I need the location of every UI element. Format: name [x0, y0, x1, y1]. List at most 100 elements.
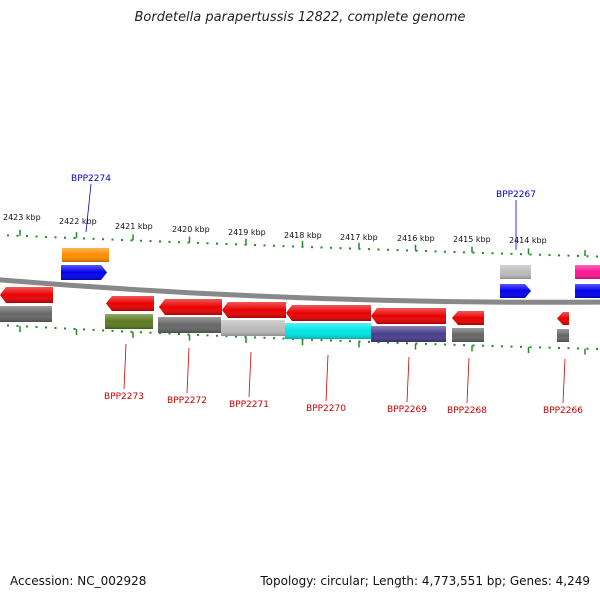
tick-dot [235, 243, 237, 246]
gene-feature-shade [62, 248, 109, 262]
gene-label[interactable]: BPP2271 [229, 400, 269, 410]
tick-dot [339, 339, 342, 342]
scale-label: 2415 kbp [453, 235, 491, 244]
tick-dot [111, 238, 114, 241]
tick-dot [140, 331, 142, 334]
tick-dot [45, 235, 47, 238]
tick-dot [254, 336, 256, 339]
tick-dot [358, 247, 361, 250]
scale-labels: 2423 kbp 2422 kbp 2421 kbp 2420 kbp 2419 kbp… [3, 213, 547, 245]
tick-dot [463, 251, 465, 254]
tick-dot [35, 325, 38, 328]
gene-feature-shade [500, 284, 531, 298]
tick-dot [349, 340, 351, 343]
tick-dot [111, 329, 114, 332]
scale-label: 2418 kbp [284, 231, 322, 240]
tick-dot [330, 339, 332, 342]
tick-dot [482, 344, 484, 347]
tick-dot [225, 242, 228, 245]
tick-dot [92, 328, 95, 331]
gene-label[interactable]: BPP2266 [543, 406, 583, 416]
gene-labels: BPP2274 BPP2267 BPP2273 BPP2272 BPP2271 BPP22… [71, 174, 583, 416]
tick-dot [7, 234, 9, 237]
tick-dot [159, 240, 161, 243]
tick-dot [472, 344, 475, 347]
tick-dot [377, 248, 380, 251]
tick-dot [548, 254, 551, 257]
tick-dot [273, 337, 275, 340]
tick-dot [54, 236, 57, 239]
tick-dot [216, 334, 218, 337]
tick-dot [482, 251, 484, 254]
tick-dot [206, 242, 209, 245]
tick-dot [463, 344, 465, 347]
tick-dot [178, 333, 180, 336]
tick-dot [339, 247, 342, 250]
tick-dot [520, 345, 522, 348]
map-title: Bordetella parapertussis 12822, complete… [134, 10, 466, 25]
gene-feature-shade [159, 299, 222, 315]
tick-dot [529, 253, 532, 256]
tick-dot [586, 347, 589, 350]
tick-dot [73, 327, 76, 330]
gene-label[interactable]: BPP2273 [104, 392, 144, 402]
tick-dot [425, 342, 427, 345]
gene-feature-shade [0, 287, 53, 303]
gene-feature-shade [222, 302, 286, 318]
gene-label[interactable]: BPP2274 [71, 174, 111, 184]
tick-dot [121, 238, 123, 241]
tick-dot [273, 244, 275, 247]
tick-dot [16, 324, 19, 327]
tick-dot [263, 336, 266, 339]
tick-dot [434, 250, 437, 253]
tick-dot [102, 329, 104, 332]
tick-dot [377, 341, 380, 344]
tick-dot [7, 324, 9, 327]
tick-dot [586, 255, 589, 258]
gene-feature-shade [452, 328, 484, 342]
tick-dot [491, 345, 494, 348]
tick-dot [453, 343, 456, 346]
tick-dot [92, 237, 95, 240]
gene-label[interactable]: BPP2270 [306, 404, 346, 414]
tick-dot [444, 250, 446, 253]
gene-feature-shade [286, 305, 371, 321]
tick-dot [35, 235, 38, 238]
tick-dot [64, 236, 66, 239]
scale-label: 2420 kbp [172, 225, 210, 234]
tick-dot [83, 237, 85, 240]
tick-dot [168, 332, 171, 335]
gene-feature-shade [371, 326, 446, 342]
gene-feature-shade [158, 317, 221, 333]
scale-label: 2423 kbp [3, 213, 41, 222]
tick-dot [282, 337, 285, 340]
tick-dot [577, 347, 579, 350]
tick-dot [140, 239, 142, 242]
tick-dot [311, 246, 313, 249]
tick-dot [491, 252, 494, 255]
tick-dot [197, 241, 199, 244]
tick-dot [320, 339, 323, 342]
tick-dot [406, 249, 408, 252]
gene-label[interactable]: BPP2272 [167, 396, 207, 406]
tick-dot [282, 245, 285, 248]
tick-dot [577, 254, 579, 257]
scale-label: 2417 kbp [340, 233, 378, 242]
tick-dot [501, 345, 503, 348]
leader-line [325, 354, 329, 402]
gene-label[interactable]: BPP2267 [496, 190, 536, 200]
gene-feature-shade [557, 312, 569, 325]
tick-row-top [7, 229, 598, 258]
tick-dot [149, 331, 152, 334]
leader-line [123, 343, 127, 390]
tick-dot [83, 328, 85, 331]
gene-feature-shade [575, 265, 600, 279]
scale-label: 2421 kbp [115, 222, 153, 231]
tick-row-bottom [7, 324, 598, 355]
gene-label[interactable]: BPP2269 [387, 405, 427, 415]
tick-dot [197, 333, 199, 336]
tick-dot [444, 343, 446, 346]
gene-label[interactable]: BPP2268 [447, 406, 487, 416]
tick-dot [26, 235, 28, 238]
